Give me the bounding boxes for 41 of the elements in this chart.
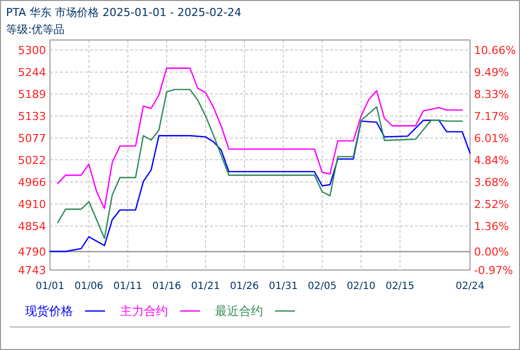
y2-tick-label: 10.66%	[474, 44, 516, 57]
x-tick-label: 01/26	[230, 281, 259, 292]
y-tick-label: 5189	[18, 88, 46, 101]
y2-tick-label: 8.33%	[474, 88, 509, 102]
y-tick-label: 4790	[18, 245, 46, 258]
x-tick-label: 01/31	[268, 281, 298, 292]
x-tick-label: 01/01	[36, 281, 64, 292]
y-tick-label: 5133	[18, 110, 46, 123]
x-tick-label: 01/21	[191, 281, 220, 292]
y-tick-label: 4854	[18, 220, 46, 234]
line-series	[49, 120, 471, 252]
x-tick-label: 01/06	[74, 281, 104, 292]
x-tick-label: 02/24	[456, 281, 484, 292]
y2-tick-label: 9.49%	[474, 66, 509, 80]
chart-subtitle: 等级:优等品	[6, 23, 65, 36]
legend-label: 主力合约	[120, 304, 168, 318]
legend-label: 最近合约	[215, 304, 263, 318]
y2-tick-label: 2.52%	[474, 198, 509, 211]
y-tick-label: 5022	[18, 154, 46, 167]
chart-title: PTA 华东 市场价格 2025-01-01 - 2025-02-24	[6, 6, 242, 19]
y2-tick-label: 4.84%	[474, 154, 509, 168]
y2-tick-label: 0.00%	[474, 246, 509, 259]
x-tick-label: 01/16	[152, 281, 182, 292]
y2-tick-label: 3.68%	[474, 176, 509, 190]
y-tick-label: 4743	[18, 264, 46, 277]
y-tick-label: 5300	[18, 44, 46, 57]
line-series	[57, 88, 463, 240]
legend-label: 现货价格	[25, 304, 73, 318]
x-tick-label: 02/05	[308, 281, 337, 292]
y2-tick-label: 7.17%	[474, 110, 509, 124]
x-tick-label: 01/11	[113, 281, 142, 292]
y-tick-label: 4910	[18, 198, 46, 212]
x-tick-label: 02/10	[346, 281, 376, 292]
line-series	[57, 68, 463, 210]
y-tick-label: 5077	[18, 132, 46, 146]
y2-tick-label: 6.01%	[474, 132, 509, 145]
y2-tick-label: 1.36%	[474, 220, 509, 233]
y-tick-label: 4966	[18, 176, 46, 189]
y2-tick-label: -0.97%	[474, 264, 513, 277]
x-tick-label: 02/15	[386, 281, 414, 292]
y-tick-label: 5244	[18, 66, 46, 80]
